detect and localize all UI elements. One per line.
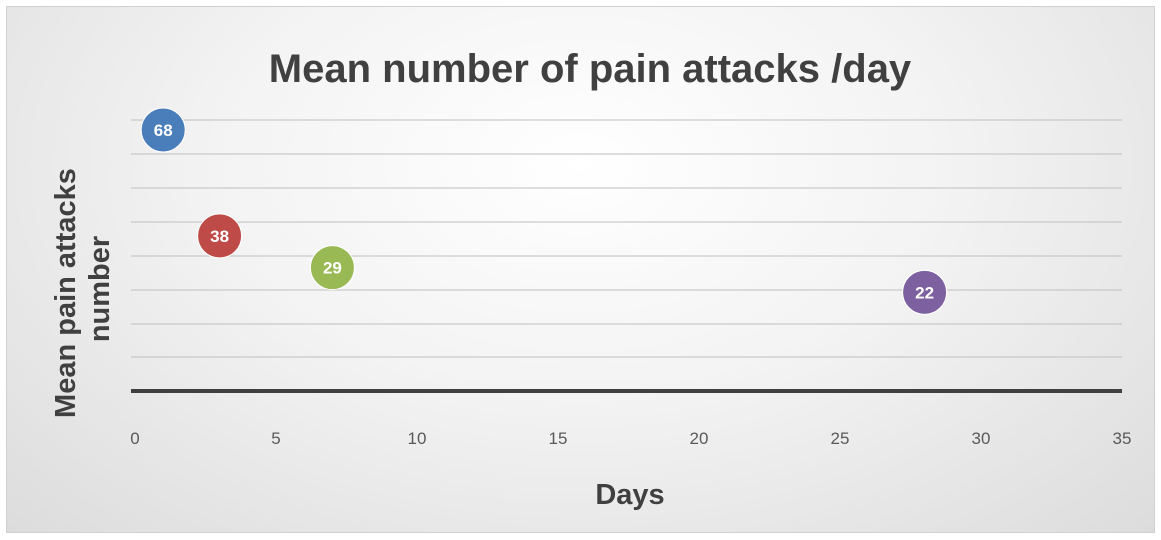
data-point — [140, 107, 186, 153]
data-label: 22 — [915, 283, 934, 302]
chart-area: Mean number of pain attacks /day 0 5 10 15 2… — [6, 6, 1155, 533]
x-axis-title: Days — [595, 479, 664, 511]
x-tick-label: 10 — [408, 429, 427, 448]
x-tick-label: 20 — [690, 429, 709, 448]
data-points: 68 38 29 22 — [140, 107, 948, 315]
x-tick-label: 15 — [549, 429, 568, 448]
scatter-chart: Mean number of pain attacks /day 0 5 10 15 2… — [50, 47, 1131, 511]
x-tick-label: 35 — [1113, 429, 1132, 448]
chart-title: Mean number of pain attacks /day — [269, 47, 912, 91]
data-point — [902, 269, 948, 315]
data-label: 68 — [154, 121, 173, 140]
data-point — [197, 213, 243, 259]
x-tick-label: 30 — [972, 429, 991, 448]
y-axis-title-line-2: number — [84, 236, 116, 342]
gridlines — [131, 119, 1122, 358]
data-label: 38 — [210, 227, 229, 246]
x-tick-label: 25 — [831, 429, 850, 448]
y-axis-title: Mean pain attacks number — [50, 160, 116, 418]
y-axis-title-line-1: Mean pain attacks — [50, 168, 82, 418]
data-point — [309, 245, 355, 291]
x-tick-label: 5 — [271, 429, 280, 448]
x-tick-labels: 0 5 10 15 20 25 30 35 — [130, 429, 1131, 448]
data-label: 29 — [323, 259, 342, 278]
x-tick-label: 0 — [130, 429, 139, 448]
